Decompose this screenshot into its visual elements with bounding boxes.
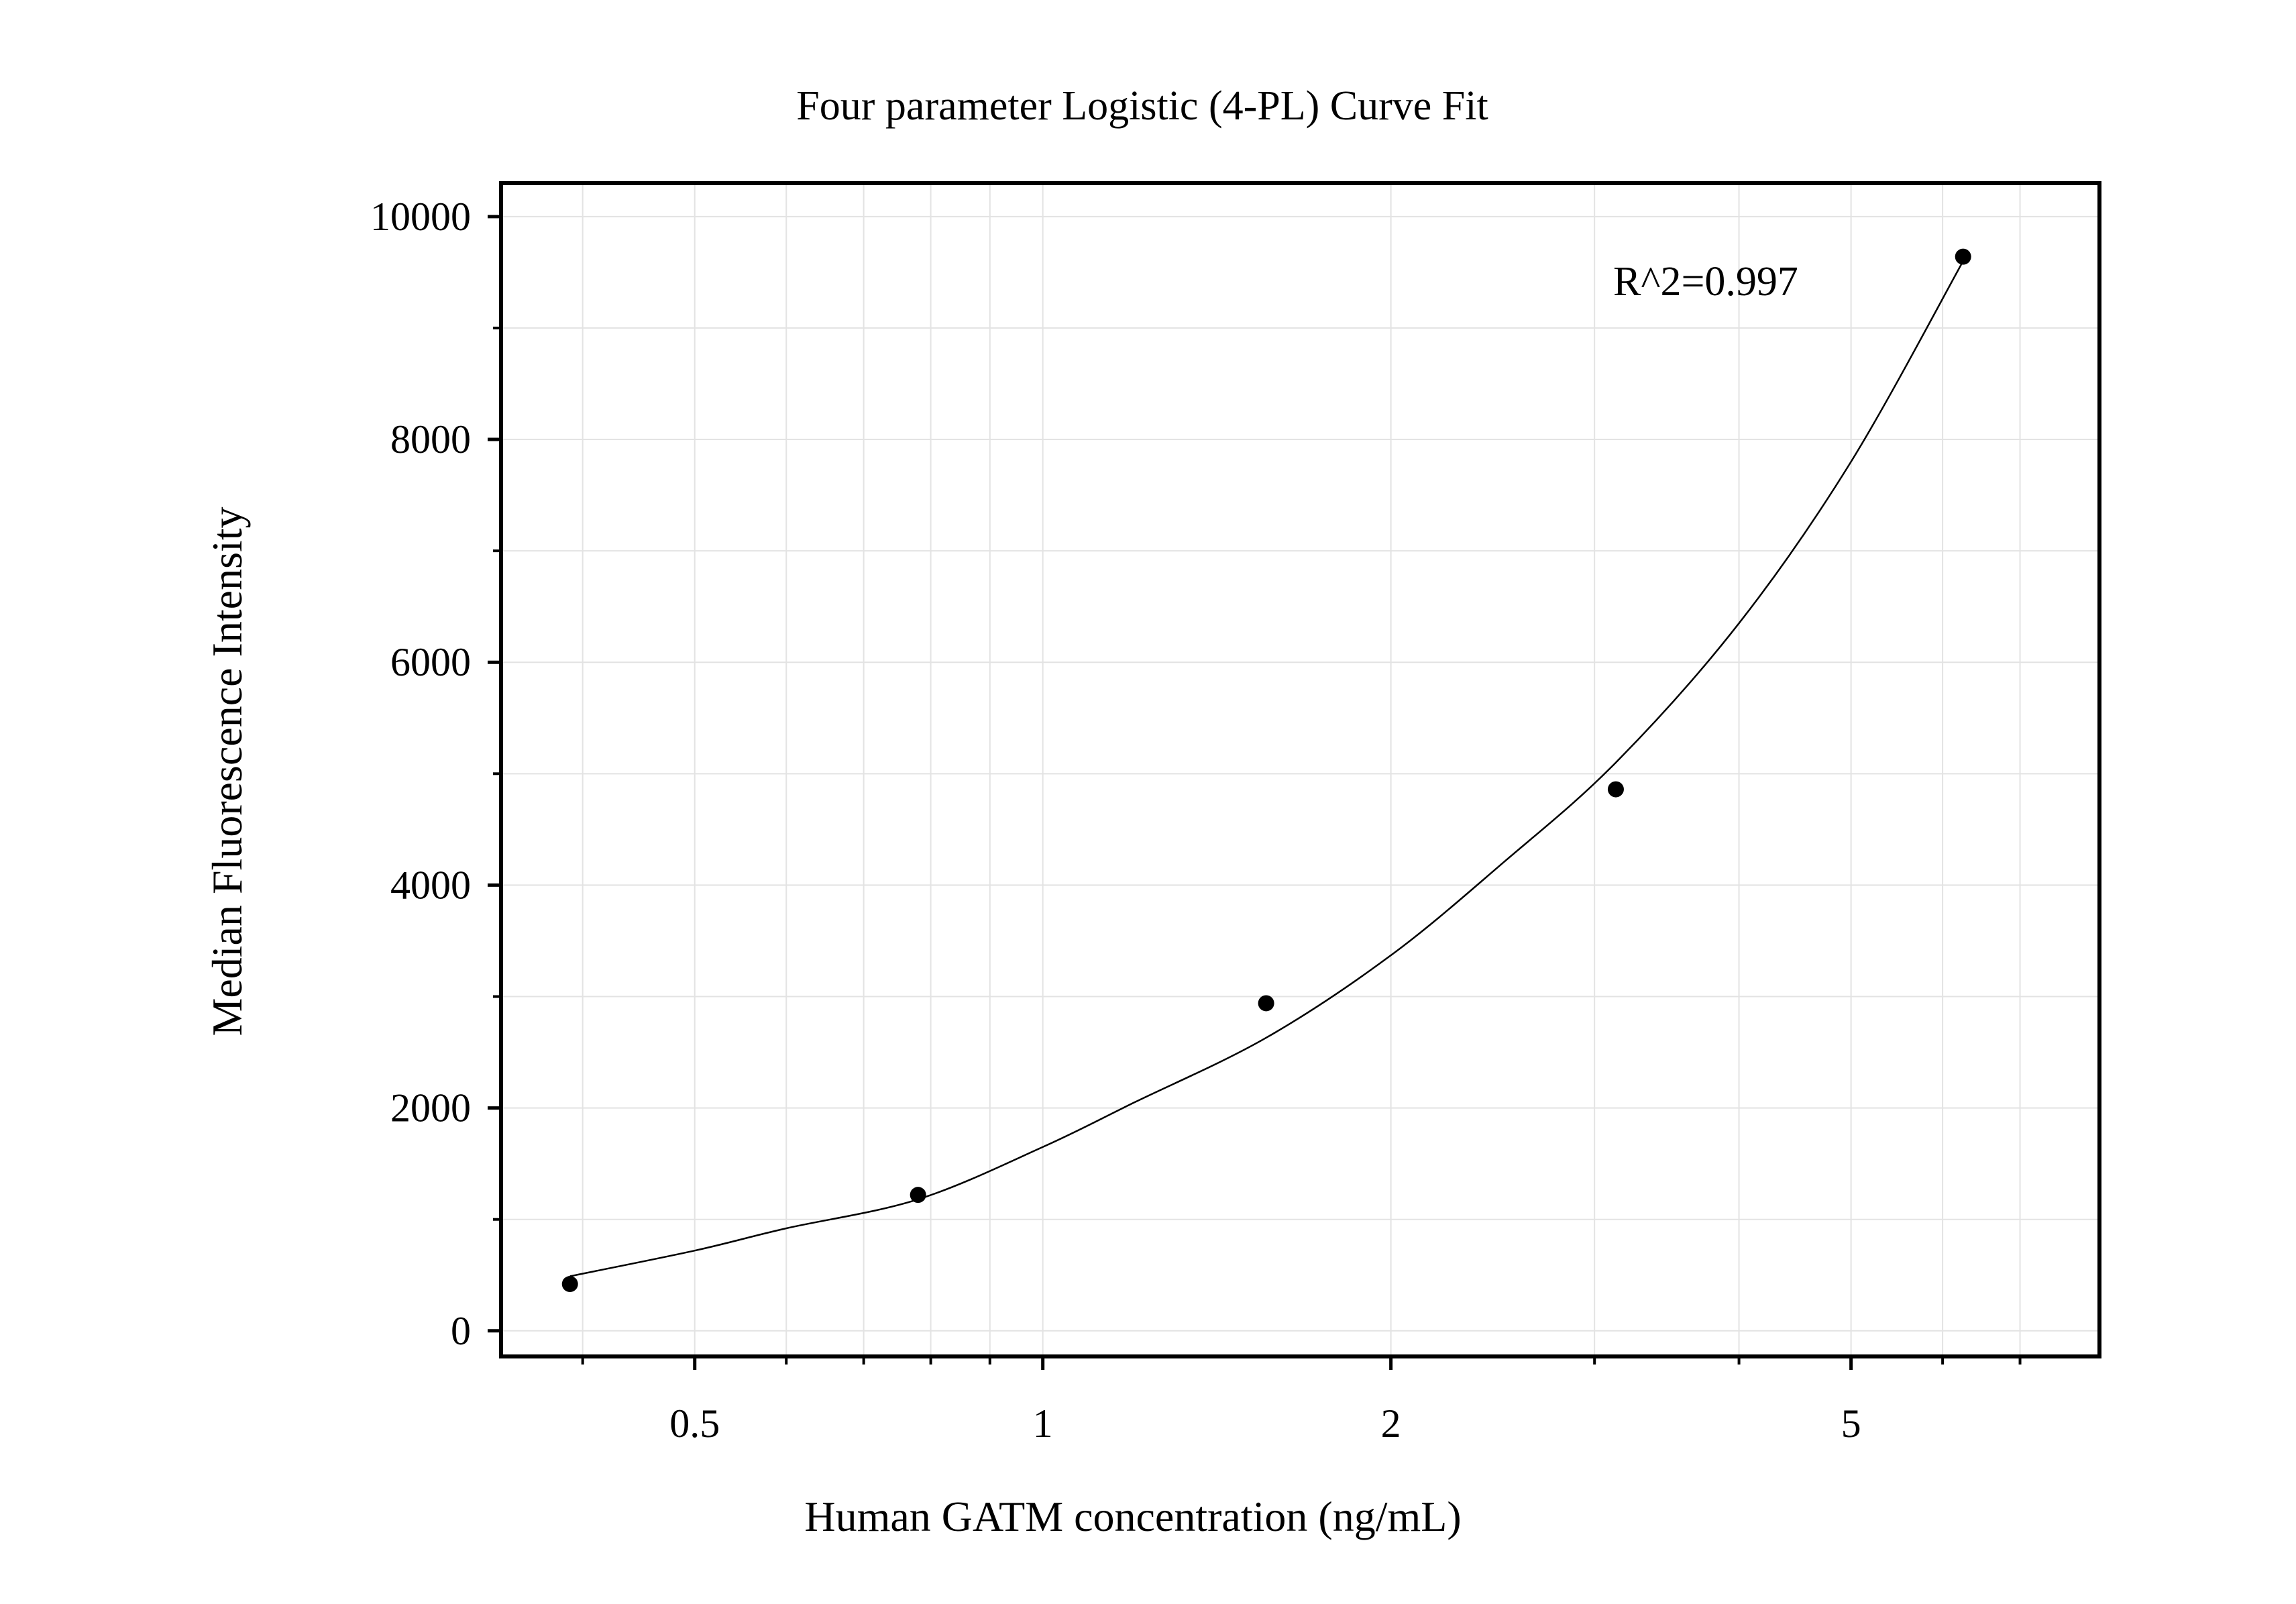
data-point <box>910 1187 926 1204</box>
data-points-layer <box>561 248 1971 1293</box>
grid <box>501 183 2099 1356</box>
tick-labels: 0.5 1 2 5 0 2000 4000 6000 8000 10000 <box>370 195 1861 1446</box>
y-tick-label: 6000 <box>390 640 471 684</box>
y-axis-label: Median Fluorescence Intensity <box>203 506 251 1036</box>
data-point <box>1258 995 1274 1012</box>
y-tick-label: 0 <box>451 1309 471 1353</box>
chart-title: Four parameter Logistic (4-PL) Curve Fit <box>796 83 1488 129</box>
y-tick-label: 10000 <box>370 195 471 239</box>
data-point <box>561 1276 578 1293</box>
x-tick-label: 1 <box>1033 1401 1053 1446</box>
r-squared-annotation: R^2=0.997 <box>1613 259 1798 305</box>
data-point <box>1955 248 1971 265</box>
x-tick-label: 0.5 <box>669 1401 720 1446</box>
y-tick-label: 4000 <box>390 863 471 907</box>
plot-frame <box>499 181 2101 1358</box>
fit-curve-line <box>569 260 1964 1277</box>
y-tick-label: 2000 <box>390 1086 471 1130</box>
x-tick-label: 5 <box>1841 1401 1861 1446</box>
x-axis-label: Human GATM concentration (ng/mL) <box>804 1493 1461 1540</box>
axis-ticks <box>488 215 2022 1370</box>
data-point <box>1607 781 1624 798</box>
x-tick-label: 2 <box>1381 1401 1401 1446</box>
y-tick-label: 8000 <box>390 417 471 462</box>
fit-curve-layer <box>569 260 1964 1277</box>
